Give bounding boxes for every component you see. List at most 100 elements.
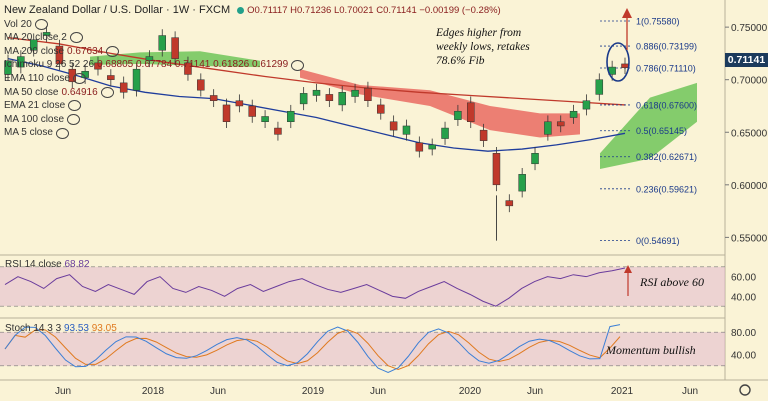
fib-level-label: 0.886(0.73199) [636, 42, 697, 52]
candle-body [197, 79, 205, 91]
indicator-label: MA 20 close 2 [4, 32, 67, 44]
candle-body [428, 144, 436, 150]
candle-body [184, 62, 192, 75]
candle-body [338, 92, 346, 106]
rsi-legend: RSI 14 close 68.82 [5, 259, 90, 270]
time-tick-label: Jun [370, 386, 386, 397]
candle-body [222, 104, 231, 122]
visibility-eye-icon[interactable] [106, 46, 120, 58]
fib-level-label: 0.786(0.71110) [636, 64, 696, 74]
candle-body [518, 174, 526, 192]
fib-level-label: 0.618(0.67600) [636, 100, 697, 110]
rsi-panel: 60.00 40.00 [0, 265, 756, 307]
fib-level-label: 0.236(0.59621) [636, 184, 697, 194]
ohlc-readout: O0.71117 H0.71236 L0.70021 C0.71141 −0.0… [247, 5, 501, 16]
axes: 0.75000 0.70000 0.65000 0.60000 0.55000 Jun 20… [55, 23, 768, 397]
indicator-label: EMA 110 close [4, 72, 70, 84]
candle-body [479, 129, 488, 141]
candle-body [261, 116, 269, 122]
main-annotation: Edges higher from weekly lows, retakes 7… [436, 27, 530, 67]
fib-level-label: 0(0.54691) [636, 236, 680, 246]
cloud-bear-segment [300, 69, 580, 138]
candle-body [377, 104, 385, 114]
indicator-label: Vol 20 [4, 18, 32, 30]
highlight-ellipse [606, 42, 630, 82]
candle-body [42, 32, 51, 36]
indicator-row[interactable]: Ichimoku 9 26 52 26 0.68805 0.67784 0.711… [4, 58, 501, 72]
visibility-eye-icon[interactable] [100, 86, 114, 98]
candle-body [325, 94, 334, 101]
candle-body [287, 110, 295, 122]
stoch-k-line [4, 324, 621, 373]
stoch-legend: Stoch 14 3 3 93.53 93.05 [5, 323, 117, 334]
time-tick-label: 2018 [142, 386, 165, 397]
indicator-row[interactable]: EMA 110 close [4, 72, 501, 86]
stoch-annotation: Momentum bullish [606, 343, 696, 357]
indicator-value: 0.68805 0.67784 0.71141 0.61826 0.61299 [97, 59, 289, 71]
rsi-label: RSI 14 close [5, 259, 62, 270]
candle-body [441, 127, 449, 139]
candle-body [467, 102, 475, 122]
indicator-row[interactable]: MA 20 close 2 [4, 31, 501, 45]
stoch-tick-label: 40.00 [731, 351, 756, 362]
price-tick-label: 0.65000 [731, 128, 768, 139]
indicator-value: 0.64916 [61, 86, 98, 98]
candle-body [107, 75, 115, 80]
indicator-row[interactable]: MA 200 close 0.67634 [4, 45, 501, 59]
candle-body [595, 79, 604, 95]
indicator-label: MA 200 close [4, 45, 65, 57]
candle-body [492, 153, 501, 186]
candle-body [544, 121, 552, 135]
time-tick-label: 2020 [459, 386, 482, 397]
visibility-eye-icon[interactable] [67, 114, 81, 126]
visibility-eye-icon[interactable] [55, 127, 69, 139]
candle-body [17, 56, 25, 68]
fib-level-label: 0.5(0.65145) [636, 126, 687, 136]
price-tick-label: 0.75000 [731, 23, 768, 34]
indicator-label: MA 5 close [4, 127, 53, 139]
visibility-eye-icon[interactable] [34, 18, 48, 30]
indicator-row[interactable]: EMA 21 close [4, 99, 501, 113]
indicator-row[interactable]: MA 100 close [4, 113, 501, 127]
rsi-tick-label: 60.00 [731, 273, 756, 284]
visibility-eye-icon[interactable] [72, 73, 86, 85]
indicator-legend: New Zealand Dollar / U.S. Dollar · 1W · … [4, 4, 501, 140]
candle-body [119, 82, 128, 93]
candle-body [582, 100, 591, 110]
candle-body [556, 121, 565, 127]
candle-body [389, 121, 398, 131]
settings-gear-icon[interactable] [739, 384, 751, 396]
candle-body [29, 39, 38, 51]
price-tick-label: 0.70000 [731, 76, 768, 87]
visibility-eye-icon[interactable] [291, 59, 305, 71]
candle-body [209, 95, 218, 101]
candle-body [4, 60, 12, 75]
time-tick-label: Jun [682, 386, 698, 397]
candle-body [415, 142, 424, 152]
market-open-icon [237, 7, 245, 15]
price-tick-label: 0.60000 [731, 181, 768, 192]
cloud-bull-segment [600, 82, 697, 170]
candle-body [145, 56, 154, 62]
visibility-eye-icon[interactable] [68, 100, 82, 112]
candle-body [248, 105, 256, 117]
candle-body [364, 87, 372, 101]
fib-level-label: 1(0.75580) [636, 17, 680, 27]
time-tick-label: Jun [210, 386, 226, 397]
visibility-eye-icon[interactable] [69, 32, 83, 44]
candle-body [569, 110, 578, 118]
stoch-d-value: 93.05 [91, 323, 117, 334]
indicator-row[interactable]: MA 50 close 0.64916 [4, 86, 501, 100]
indicator-row[interactable]: Vol 20 [4, 18, 501, 32]
candle-body [402, 125, 411, 135]
stoch-panel: 80.00 40.00 [0, 324, 756, 373]
indicator-row[interactable]: MA 5 close [4, 126, 501, 140]
candle-body [171, 37, 179, 59]
indicator-label: MA 50 close [4, 86, 59, 98]
candle-body [505, 200, 514, 207]
legend-title-row: New Zealand Dollar / U.S. Dollar · 1W · … [4, 4, 501, 18]
stoch-d-line [4, 329, 621, 370]
candle-body [454, 110, 462, 120]
candle-body [312, 89, 321, 96]
